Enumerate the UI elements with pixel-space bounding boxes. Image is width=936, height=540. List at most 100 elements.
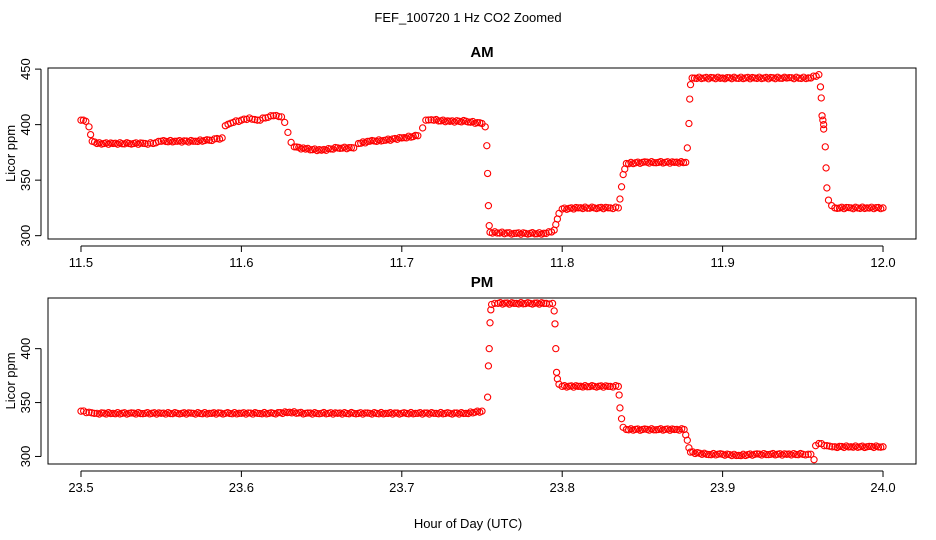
data-series	[77, 298, 887, 464]
data-point	[382, 409, 390, 417]
data-point	[650, 426, 658, 434]
data-point	[166, 409, 175, 418]
data-point	[872, 203, 880, 212]
data-point	[483, 393, 492, 401]
data-point	[205, 136, 213, 144]
data-point	[816, 83, 825, 91]
x-tick-label: 23.7	[389, 480, 414, 495]
figure-title: FEF_100720 1 Hz CO2 Zoomed	[374, 10, 561, 25]
data-point	[464, 118, 472, 126]
chart-panel-pm: PM Licor ppm 23.5 23.6 23.7 23.8 23.9 24.0 300 35…	[3, 274, 917, 495]
data-point	[422, 116, 430, 124]
data-point	[478, 407, 486, 415]
data-point	[683, 436, 691, 444]
data-point	[185, 409, 193, 417]
data-point	[799, 450, 807, 458]
data-point	[214, 409, 223, 417]
data-point	[421, 409, 429, 417]
data-point	[670, 158, 679, 167]
data-point	[650, 159, 658, 167]
data-point	[823, 184, 831, 192]
data-point	[196, 409, 204, 418]
data-point	[473, 119, 482, 127]
data-point	[232, 117, 240, 125]
data-point	[879, 204, 887, 212]
data-point	[427, 116, 435, 124]
x-tick-label: 11.9	[710, 255, 734, 270]
data-point	[820, 125, 828, 133]
data-point	[785, 73, 793, 82]
data-point	[411, 409, 420, 418]
data-point	[835, 442, 844, 451]
data-point	[807, 450, 815, 458]
data-series	[77, 71, 887, 238]
plot-frame	[47, 297, 917, 465]
data-point	[820, 120, 828, 129]
data-point	[350, 144, 358, 152]
data-point	[809, 72, 818, 80]
data-point	[218, 134, 226, 142]
data-point	[583, 204, 592, 212]
chart-panel-am: AM Licor ppm 11.5 11.6 11.7 11.8 11.9 12.0 300 35…	[3, 44, 917, 270]
data-point	[716, 74, 724, 82]
data-point	[483, 169, 492, 178]
data-point	[244, 409, 252, 417]
data-point	[686, 95, 694, 103]
x-tick-label: 11.5	[69, 255, 93, 270]
data-point	[462, 409, 470, 417]
data-point	[574, 204, 582, 212]
x-axis-label: Hour of Day (UTC)	[414, 516, 522, 531]
data-point	[828, 443, 836, 451]
data-point	[874, 443, 883, 451]
data-point	[844, 443, 853, 451]
data-point	[240, 115, 248, 123]
data-point	[90, 409, 99, 418]
data-point	[776, 74, 784, 82]
data-point	[82, 117, 90, 125]
data-point	[801, 451, 810, 459]
data-point	[139, 139, 147, 147]
data-point	[551, 320, 559, 328]
data-point	[702, 450, 711, 458]
y-tick-label: 400	[18, 114, 33, 136]
data-point	[879, 443, 887, 451]
data-point	[804, 450, 812, 458]
data-point	[267, 112, 275, 120]
data-point	[189, 137, 197, 145]
data-point	[191, 137, 200, 145]
data-point	[85, 123, 93, 131]
data-point	[705, 450, 713, 459]
data-point	[484, 202, 493, 210]
y-tick-label: 300	[18, 225, 33, 247]
data-point	[615, 391, 623, 399]
data-point	[88, 409, 96, 417]
data-point	[531, 299, 539, 307]
data-point	[815, 71, 823, 79]
data-point	[485, 345, 493, 353]
data-point	[762, 450, 770, 459]
data-point	[617, 415, 626, 423]
data-point	[486, 319, 494, 327]
x-tick-label: 11.7	[390, 255, 414, 270]
data-point	[235, 409, 243, 417]
data-point	[275, 112, 283, 121]
data-point	[345, 144, 353, 152]
y-axis-label: Licor ppm	[3, 352, 18, 409]
data-point	[683, 144, 691, 152]
data-point	[274, 409, 282, 417]
data-point	[732, 74, 741, 82]
data-point	[327, 145, 335, 153]
data-point	[540, 299, 548, 308]
data-point	[604, 204, 612, 212]
data-point	[732, 451, 741, 460]
data-point	[685, 444, 693, 452]
data-point	[109, 139, 117, 148]
data-point	[614, 204, 622, 212]
data-point	[792, 450, 800, 459]
data-point	[821, 143, 829, 151]
data-point	[510, 229, 518, 238]
data-point	[118, 140, 126, 148]
data-point	[641, 158, 649, 166]
data-point	[616, 404, 624, 412]
data-point	[842, 203, 851, 212]
